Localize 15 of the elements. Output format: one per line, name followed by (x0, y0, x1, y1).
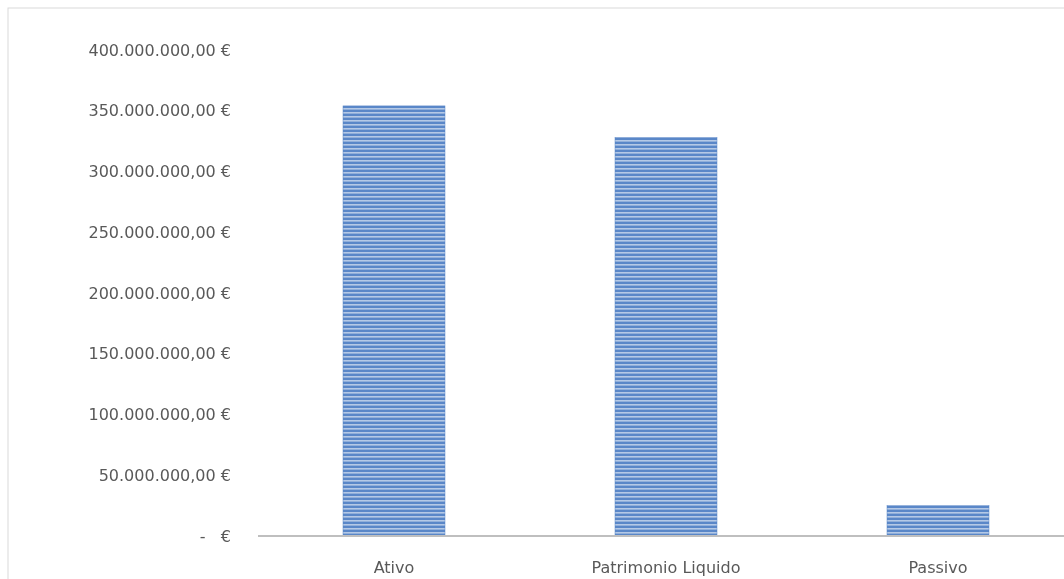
y-tick-label: 150.000.000,00 € (88, 344, 231, 364)
y-tick-label: 400.000.000,00 € (88, 40, 231, 60)
y-tick-label: 200.000.000,00 € (88, 283, 231, 303)
y-tick-label: 250.000.000,00 € (88, 222, 231, 242)
y-tick-label: 350.000.000,00 € (88, 101, 231, 121)
x-tick-label: Passivo (908, 558, 968, 577)
x-tick-label: Patrimonio Liquido (591, 558, 741, 577)
y-tick-label: 50.000.000,00 € (98, 465, 231, 485)
y-tick-label: 100.000.000,00 € (88, 405, 231, 425)
bar (614, 137, 718, 537)
bar (886, 505, 990, 537)
y-tick-label: - € (199, 526, 231, 546)
bar (342, 105, 446, 537)
x-tick-label: Ativo (373, 558, 415, 577)
y-tick-label: 300.000.000,00 € (88, 162, 231, 182)
